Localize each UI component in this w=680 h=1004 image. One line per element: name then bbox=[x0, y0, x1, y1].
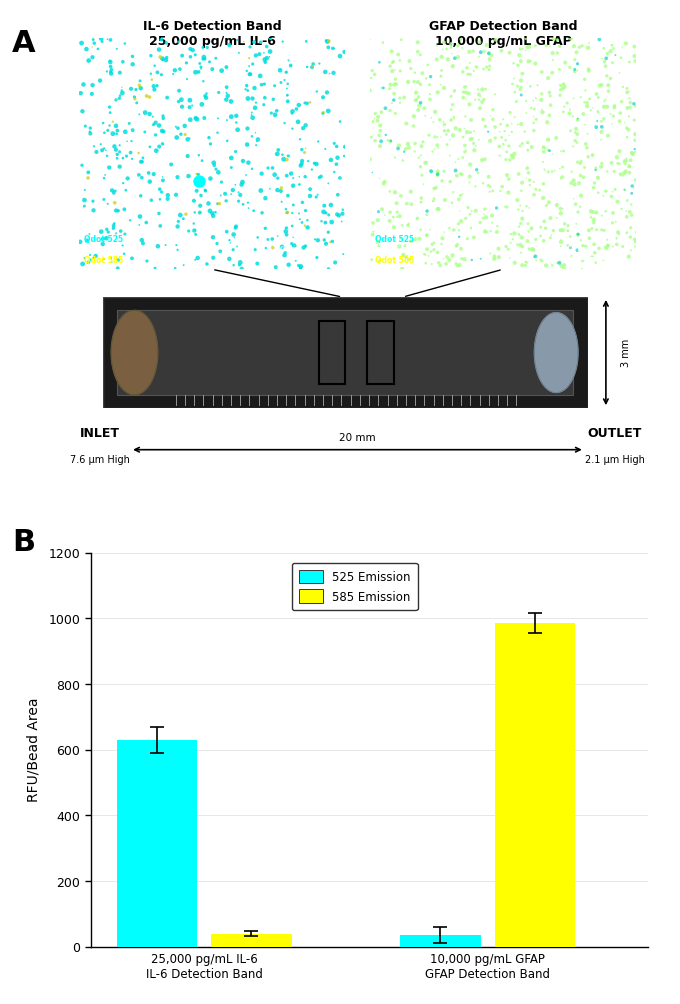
Text: INLET: INLET bbox=[80, 427, 120, 440]
Text: OUTLET: OUTLET bbox=[587, 427, 641, 440]
Text: GFAP Detection Band
10,000 pg/mL GFAP: GFAP Detection Band 10,000 pg/mL GFAP bbox=[428, 20, 577, 48]
Text: A: A bbox=[12, 29, 35, 58]
Text: 2.1 μm High: 2.1 μm High bbox=[584, 455, 644, 465]
Text: B: B bbox=[12, 527, 35, 556]
Text: 7.6 μm High: 7.6 μm High bbox=[70, 455, 130, 465]
Text: 20 mm: 20 mm bbox=[339, 433, 375, 443]
Text: 3 mm: 3 mm bbox=[620, 338, 630, 367]
Text: IL-6 Detection Band
25,000 pg/mL IL-6: IL-6 Detection Band 25,000 pg/mL IL-6 bbox=[143, 20, 281, 48]
